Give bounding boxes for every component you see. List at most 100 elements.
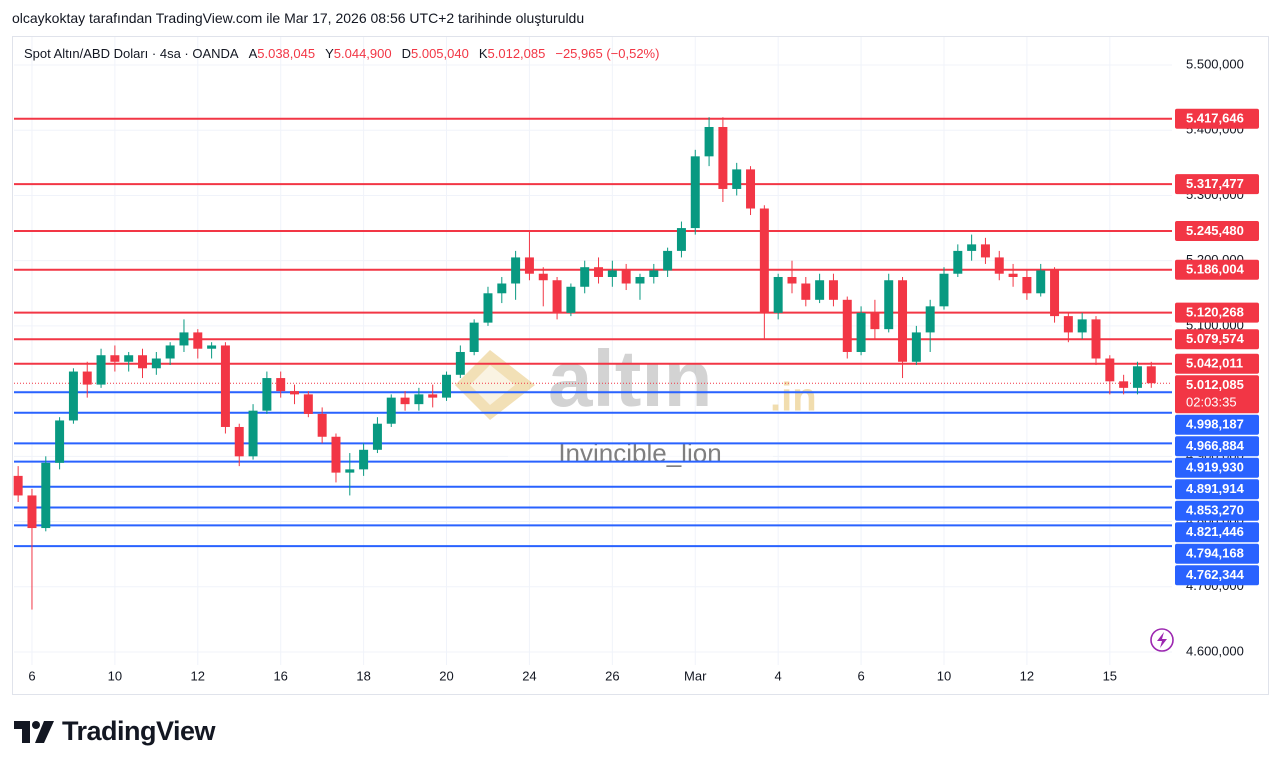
price-labels: 5.417,646 5.317,477 5.245,480 5.186,004 5.12… <box>1175 108 1259 586</box>
candle-body <box>621 270 631 284</box>
candle-body <box>828 280 838 300</box>
x-tick-label: 12 <box>1020 668 1034 683</box>
candle-body <box>511 257 521 284</box>
symbol: Spot Altın/ABD Doları · 4sa · OANDA <box>24 46 239 61</box>
candle-body <box>594 267 604 277</box>
candle-body <box>732 169 742 189</box>
candle-body <box>290 391 300 395</box>
price-label-box <box>1175 329 1259 350</box>
y-tick-label: 4.600,000 <box>1186 643 1244 658</box>
candle-body <box>759 208 769 313</box>
price-label: 5.417,646 <box>1186 111 1244 126</box>
candle-body <box>165 345 175 359</box>
x-tick-label: 10 <box>937 668 951 683</box>
price-label: 5.245,480 <box>1186 223 1244 238</box>
legend-gap <box>239 46 249 61</box>
candle-body <box>994 257 1004 274</box>
x-tick-label: Mar <box>684 668 707 683</box>
candle-body <box>676 228 686 251</box>
ohlc-value: 5.044,900 <box>333 46 392 61</box>
candle-body <box>580 267 590 287</box>
legend-gap <box>545 46 555 61</box>
price-label: 4.853,270 <box>1186 503 1244 518</box>
candle-body <box>1091 319 1101 359</box>
candle-body <box>884 280 894 330</box>
candle-body <box>207 345 217 349</box>
x-tick-label: 16 <box>273 668 287 683</box>
x-tick-label: 4 <box>775 668 782 683</box>
watermark-band <box>508 443 773 465</box>
alert-icon[interactable] <box>1150 628 1174 652</box>
x-tick-label: 24 <box>522 668 536 683</box>
candle-body <box>55 420 65 463</box>
candle-body <box>455 351 465 375</box>
candle-body <box>1077 319 1087 333</box>
candle-body <box>607 270 617 277</box>
x-tick-label: 10 <box>108 668 122 683</box>
price-label: 5.042,011 <box>1186 356 1243 371</box>
last-price-label: 5.012,085 <box>1186 377 1244 392</box>
price-label-box <box>1175 108 1259 129</box>
candle-body <box>1063 316 1073 333</box>
ohlc-value: 5.012,085 <box>487 46 546 61</box>
candle-body <box>220 345 230 427</box>
ohlc-key: K <box>478 46 488 61</box>
watermark: altın .in Invincible_lion <box>455 334 817 468</box>
candle-body <box>524 257 534 274</box>
price-label-box <box>1175 259 1259 280</box>
candle-body <box>1036 270 1046 294</box>
candle-body <box>428 394 438 398</box>
levels <box>14 117 1172 548</box>
candle-body <box>1008 273 1018 277</box>
candle-body <box>27 495 37 529</box>
price-label-box <box>1175 436 1259 457</box>
candle-body <box>635 276 645 284</box>
candle-body <box>234 426 244 457</box>
price-label-box <box>1175 522 1259 543</box>
candle-body <box>442 374 452 398</box>
price-label: 4.762,344 <box>1186 567 1245 582</box>
change: −25,965 (−0,52%) <box>555 46 660 61</box>
price-label: 4.998,187 <box>1186 417 1244 432</box>
x-tick-label: 6 <box>857 668 864 683</box>
candle-body <box>110 355 120 362</box>
price-label: 5.079,574 <box>1186 331 1245 346</box>
candle-body <box>815 280 825 300</box>
candle-body <box>552 280 562 313</box>
ohlc-key: Y <box>325 46 334 61</box>
candle-body <box>1119 381 1129 388</box>
x-tick-label: 26 <box>605 668 619 683</box>
candle-body <box>414 394 424 405</box>
candle-body <box>566 286 576 313</box>
candle-body <box>718 126 728 189</box>
alert-circle[interactable] <box>1150 628 1174 652</box>
footer-logo: TradingView <box>14 716 216 747</box>
candle-body <box>690 156 700 229</box>
candle-body <box>967 244 977 251</box>
price-label-box <box>1175 457 1259 478</box>
price-label-box <box>1175 565 1259 586</box>
price-label: 5.120,268 <box>1186 305 1244 320</box>
candle-body <box>82 371 92 385</box>
candle-body <box>856 312 866 352</box>
price-label-box <box>1175 174 1259 195</box>
candle-body <box>497 283 507 294</box>
candle-body <box>704 126 714 157</box>
price-label-box <box>1175 543 1259 564</box>
alert-bolt[interactable] <box>1157 632 1167 648</box>
x-tick-label: 15 <box>1103 668 1117 683</box>
candle-body <box>386 397 396 424</box>
candle-body <box>331 436 341 473</box>
candle-body <box>1132 366 1142 388</box>
x-tick-label: 20 <box>439 668 453 683</box>
candle-body <box>801 283 811 300</box>
candle-body <box>746 169 756 209</box>
candle-body <box>911 332 921 362</box>
candle-body <box>953 250 963 274</box>
candle-body <box>13 475 23 496</box>
candle-body <box>1105 358 1115 382</box>
candle-body <box>469 322 479 352</box>
ohlc-value: 5.038,045 <box>257 46 316 61</box>
